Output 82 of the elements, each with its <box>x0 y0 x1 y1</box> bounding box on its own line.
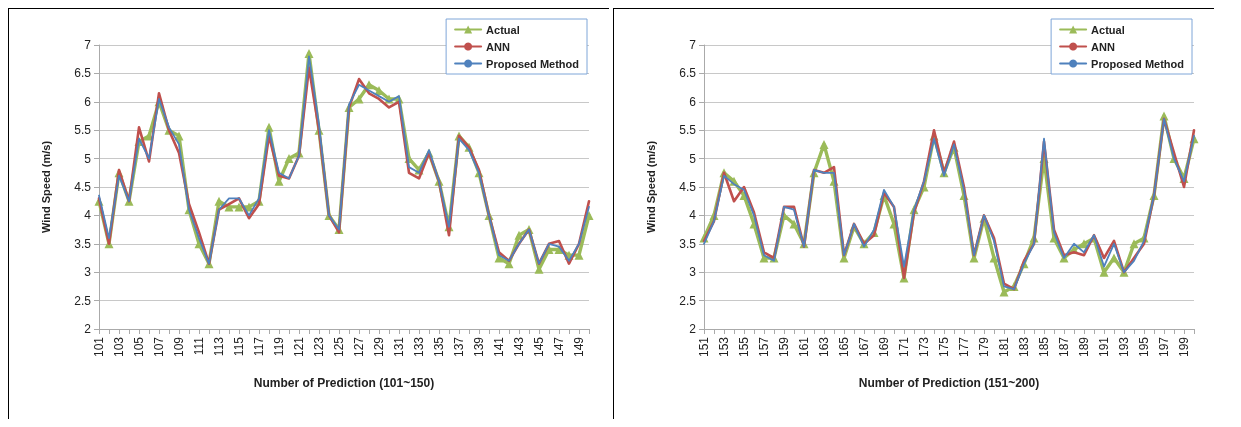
x-tick-label: 175 <box>937 336 951 358</box>
x-tick-label: 171 <box>897 336 911 358</box>
x-tick-label: 103 <box>112 336 126 358</box>
y-tick-label: 4 <box>84 208 92 223</box>
x-tick-label: 125 <box>332 336 346 358</box>
x-tick-label: 187 <box>1057 336 1071 358</box>
y-axis-title: Wind Speed (m/s) <box>39 140 52 234</box>
x-tick-label: 129 <box>372 336 386 358</box>
x-tick-label: 131 <box>392 336 406 358</box>
y-tick-label: 6.5 <box>679 66 697 81</box>
x-tick-label: 153 <box>717 336 731 358</box>
y-tick-label: 4 <box>689 208 697 223</box>
y-tick-label: 3 <box>84 265 92 280</box>
x-tick-label: 147 <box>552 336 566 358</box>
x-tick-label: 139 <box>472 336 486 358</box>
x-tick-label: 191 <box>1097 336 1111 358</box>
legend-label: Actual <box>486 23 520 36</box>
x-tick-label: 199 <box>1177 336 1191 358</box>
y-tick-label: 2 <box>689 322 697 336</box>
legend-label: Proposed Method <box>1091 57 1184 70</box>
x-tick-label: 165 <box>837 336 851 358</box>
y-axis-title: Wind Speed (m/s) <box>644 140 657 234</box>
x-axis-title: Number of Prediction (151~200) <box>858 376 1040 390</box>
x-tick-label: 113 <box>212 336 226 357</box>
x-tick-label: 135 <box>432 336 446 358</box>
x-tick-label: 167 <box>857 336 871 358</box>
y-tick-label: 3.5 <box>74 236 92 251</box>
x-tick-label: 111 <box>192 336 206 356</box>
y-tick-label: 4.5 <box>679 180 697 194</box>
x-tick-label: 163 <box>817 336 831 358</box>
x-tick-label: 195 <box>1137 336 1151 358</box>
x-axis-title: Number of Prediction (101~150) <box>253 376 435 390</box>
x-tick-label: 143 <box>512 336 526 358</box>
x-tick-label: 193 <box>1117 336 1131 358</box>
x-tick-label: 189 <box>1077 336 1091 358</box>
y-tick-label: 2.5 <box>74 293 92 308</box>
x-tick-label: 105 <box>132 336 146 358</box>
legend-label: Actual <box>1091 23 1125 36</box>
x-tick-label: 123 <box>312 336 326 358</box>
x-tick-label: 183 <box>1017 336 1031 358</box>
y-tick-label: 2.5 <box>679 293 697 308</box>
x-tick-label: 173 <box>917 336 931 358</box>
x-tick-label: 119 <box>272 336 286 357</box>
y-tick-label: 3 <box>689 265 697 280</box>
x-tick-label: 107 <box>152 336 166 358</box>
x-tick-label: 109 <box>172 336 186 358</box>
x-tick-label: 181 <box>997 336 1011 358</box>
y-tick-label: 7 <box>84 38 92 52</box>
x-tick-label: 137 <box>452 336 466 358</box>
y-tick-label: 3.5 <box>679 236 697 251</box>
legend-label: ANN <box>486 40 510 53</box>
legend-label: ANN <box>1091 40 1115 53</box>
y-tick-label: 7 <box>689 38 697 52</box>
x-tick-label: 197 <box>1157 336 1171 358</box>
y-tick-label: 5.5 <box>679 123 697 138</box>
y-tick-label: 2 <box>84 322 92 336</box>
y-tick-label: 5 <box>84 151 92 166</box>
y-tick-label: 5 <box>689 151 697 166</box>
x-tick-label: 127 <box>352 336 366 358</box>
y-tick-label: 6.5 <box>74 66 92 81</box>
y-tick-label: 5.5 <box>74 123 92 138</box>
legend-label: Proposed Method <box>486 57 579 70</box>
x-tick-label: 149 <box>572 336 586 358</box>
x-tick-label: 169 <box>877 336 891 358</box>
x-tick-label: 117 <box>252 336 266 357</box>
y-tick-label: 6 <box>84 94 92 109</box>
x-tick-label: 145 <box>532 336 546 358</box>
x-tick-label: 185 <box>1037 336 1051 358</box>
y-tick-label: 6 <box>689 94 697 109</box>
x-tick-label: 161 <box>797 336 811 358</box>
x-tick-label: 121 <box>292 336 306 358</box>
y-tick-label: 4.5 <box>74 180 92 194</box>
x-tick-label: 115 <box>232 336 246 357</box>
x-tick-label: 101 <box>92 336 106 358</box>
x-tick-label: 177 <box>957 336 971 358</box>
x-tick-label: 157 <box>757 336 771 358</box>
x-tick-label: 155 <box>737 336 751 358</box>
x-tick-label: 159 <box>777 336 791 358</box>
x-tick-label: 151 <box>697 336 711 358</box>
x-tick-label: 133 <box>412 336 426 358</box>
x-tick-label: 179 <box>977 336 991 358</box>
x-tick-label: 141 <box>492 336 506 358</box>
